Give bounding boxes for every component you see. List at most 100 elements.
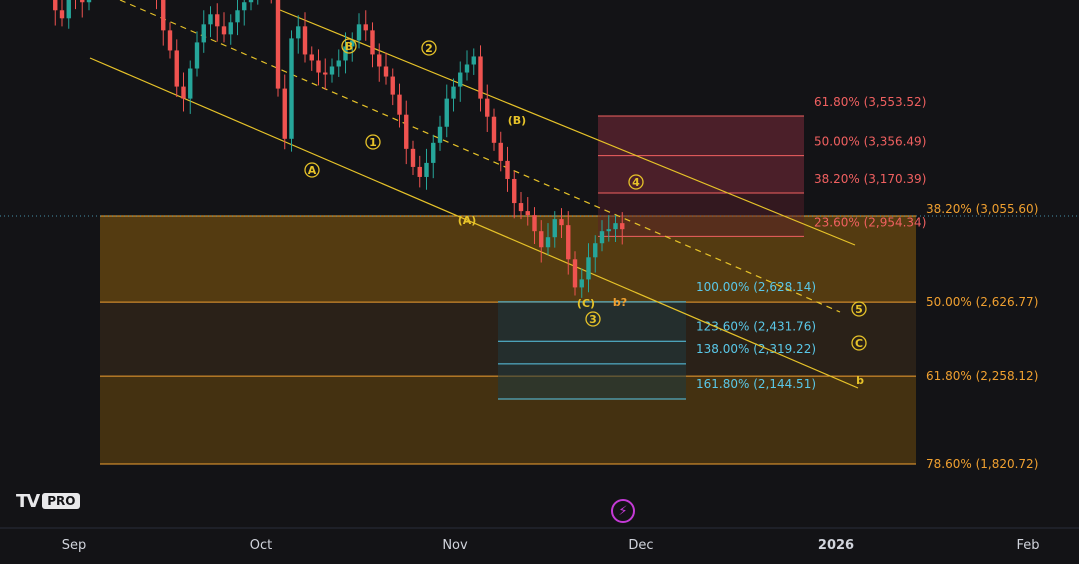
- x-tick-label-0: Sep: [62, 538, 87, 553]
- fib-lower-label-2: 138.00% (2,319.22): [696, 342, 816, 356]
- candle-body-48: [329, 66, 335, 75]
- wave-circle-3: [421, 40, 437, 56]
- candle-body-9: [66, 0, 71, 19]
- fib-upper-label-0: 61.80% (3,553.52): [814, 95, 926, 109]
- x-tick-label-4: 2026: [818, 538, 854, 553]
- candle-body-67: [458, 72, 463, 87]
- candle-body-70: [478, 56, 483, 99]
- candle-body-44: [302, 26, 308, 55]
- candle-body-49: [336, 60, 341, 67]
- candle-body-77: [525, 211, 530, 216]
- wave-label-5: (A): [458, 214, 477, 227]
- wave-circle-0: [304, 162, 320, 178]
- fib-upper-zone-low: [598, 192, 804, 237]
- candle-body-12: [86, 0, 92, 3]
- candle-body-88: [599, 231, 605, 244]
- candle-body-11: [80, 0, 85, 3]
- wave-label-9: b?: [613, 296, 627, 309]
- candle-body-82: [559, 219, 564, 226]
- candle-body-32: [221, 26, 227, 35]
- fib-right-label-3: 78.60% (1,820.72): [926, 457, 1038, 471]
- candle-body-78: [532, 215, 537, 232]
- x-tick-label-5: Feb: [1016, 538, 1039, 553]
- candle-body-60: [410, 148, 416, 167]
- x-tick-label-3: Dec: [628, 538, 653, 553]
- candle-body-47: [323, 72, 328, 75]
- wave-circle-6: [628, 174, 644, 190]
- candle-body-80: [545, 237, 551, 248]
- fib-lower-label-1: 123.60% (2,431.76): [696, 319, 816, 333]
- fib-right-label-1: 50.00% (2,626.77): [926, 295, 1038, 309]
- wave-label-3: 2: [425, 42, 433, 55]
- candle-body-76: [518, 203, 524, 212]
- candle-body-57: [390, 76, 395, 95]
- candle-body-56: [383, 66, 389, 77]
- candle-body-87: [593, 243, 598, 258]
- lightning-icon[interactable]: ⚡: [611, 499, 635, 523]
- candle-body-65: [444, 98, 449, 127]
- candle-body-83: [566, 225, 571, 260]
- channel-upper-line: [279, 9, 856, 246]
- wave-label-6: 4: [632, 176, 640, 189]
- channel-mid-line: [119, 0, 841, 313]
- candle-body-81: [552, 219, 557, 238]
- candle-body-45: [309, 54, 314, 61]
- fib-lower-zone: [498, 301, 686, 399]
- wave-circle-2: [365, 134, 381, 150]
- candle-body-33: [228, 22, 233, 35]
- wave-label-4: (B): [508, 114, 526, 127]
- candle-body-54: [370, 30, 375, 55]
- candle-body-23: [161, 0, 166, 31]
- candle-body-46: [316, 60, 321, 73]
- fib-lower-label-0: 100.00% (2,628.14): [696, 280, 816, 294]
- candle-body-55: [377, 54, 382, 67]
- candle-body-85: [579, 279, 584, 288]
- candle-body-35: [242, 2, 247, 11]
- tv-logo-mark: TV: [16, 490, 40, 512]
- candle-body-31: [215, 14, 220, 27]
- pro-badge: PRO: [42, 493, 81, 509]
- candle-body-66: [451, 86, 456, 99]
- candle-body-61: [417, 166, 422, 177]
- candle-body-72: [491, 116, 497, 143]
- wave-circle-8: [585, 311, 601, 327]
- candle-body-68: [464, 64, 470, 73]
- candle-body-27: [188, 68, 193, 99]
- candle-body-53: [363, 24, 368, 31]
- candle-body-84: [572, 259, 578, 288]
- candle-body-63: [431, 142, 436, 163]
- candle-body-34: [235, 10, 240, 23]
- candle-body-71: [485, 98, 490, 117]
- x-tick-label-2: Nov: [442, 538, 468, 553]
- tradingview-logo: TV PRO: [16, 490, 102, 512]
- candle-body-64: [437, 126, 443, 143]
- candle-body-75: [512, 178, 517, 204]
- candle-body-58: [397, 94, 402, 115]
- fib-right-label-0: 38.20% (3,055.60): [926, 202, 1038, 216]
- candle-body-29: [201, 24, 206, 43]
- fib-upper-label-3: 23.60% (2,954.34): [814, 215, 926, 229]
- fib-upper-label-2: 38.20% (3,170.39): [814, 172, 926, 186]
- fib-lower-label-3: 161.80% (2,144.51): [696, 377, 816, 391]
- candle-body-41: [282, 88, 287, 139]
- wave-label-12: b: [856, 374, 864, 387]
- candle-body-25: [174, 50, 179, 87]
- wave-label-1: B: [345, 40, 353, 53]
- fib-right-label-2: 61.80% (2,258.12): [926, 369, 1038, 383]
- candle-body-86: [586, 257, 591, 280]
- candle-body-50: [343, 46, 348, 61]
- candle-body-8: [59, 10, 65, 19]
- candle-body-74: [505, 160, 510, 179]
- wave-label-7: (C): [577, 297, 595, 310]
- candle-body-91: [620, 223, 625, 230]
- wave-label-10: 5: [855, 303, 863, 316]
- candle-body-24: [167, 30, 173, 51]
- fib-zone-38-50: [100, 216, 916, 303]
- wave-circle-1: [341, 38, 357, 54]
- wave-label-8: 3: [589, 313, 597, 326]
- candle-body-69: [471, 56, 476, 65]
- candle-body-52: [356, 24, 362, 41]
- fib-upper-label-1: 50.00% (3,356.49): [814, 135, 926, 149]
- candle-body-40: [275, 0, 281, 89]
